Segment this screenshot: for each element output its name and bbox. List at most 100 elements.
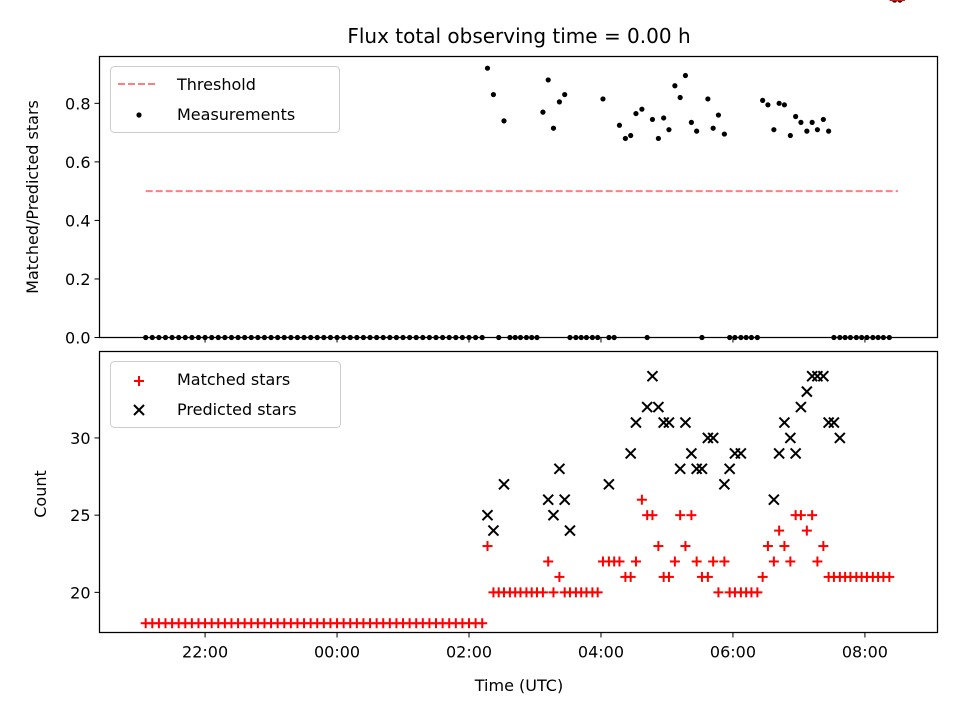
bottom-legend-box	[110, 361, 341, 428]
matched-star-point	[768, 556, 779, 567]
measurement-point	[622, 135, 628, 142]
predicted-star-point	[679, 416, 692, 429]
measurement-point	[814, 127, 821, 133]
measurement-point	[639, 106, 645, 112]
bottom-x-tick-label: 02:00	[446, 643, 492, 662]
measurement-point	[655, 135, 661, 142]
matched-star-point	[686, 510, 697, 521]
matched-star-point	[482, 541, 493, 552]
matched-star-point	[543, 556, 554, 567]
bottom-x-tick-label: 04:00	[578, 643, 624, 662]
predicted-star-point	[674, 463, 686, 475]
matched-star-point	[779, 541, 790, 552]
measurement-point	[715, 112, 722, 118]
matched-star-point	[653, 541, 664, 552]
predicted-star-point	[707, 432, 719, 444]
matched-star-point	[630, 556, 641, 567]
legend-measurements-label: Measurements	[177, 105, 295, 124]
predicted-star-point	[723, 463, 736, 475]
matched-star-point	[785, 556, 796, 567]
top-y-tick-label: 0.6	[65, 153, 90, 172]
measurement-point	[793, 113, 799, 120]
predicted-star-point	[481, 509, 494, 521]
measurement-point	[628, 132, 634, 139]
matched-star-point	[680, 541, 691, 552]
predicted-star-point	[784, 432, 797, 444]
predicted-star-point	[630, 416, 642, 429]
matched-star-point	[647, 510, 658, 521]
matched-star-point	[774, 525, 785, 536]
predicted-star-point	[801, 385, 813, 398]
legend-predicted-label: Predicted stars	[177, 400, 297, 419]
measurement-point	[501, 118, 507, 124]
measurement-point	[721, 131, 727, 137]
predicted-star-point	[542, 494, 554, 506]
measurement-point	[694, 128, 700, 134]
matched-star-point	[636, 494, 647, 505]
predicted-star-point	[685, 447, 698, 460]
predicted-star-point	[718, 478, 731, 490]
predicted-star-point	[834, 432, 846, 444]
legend-threshold-label: Threshold	[176, 75, 256, 94]
matched-star-point	[554, 571, 565, 582]
matched-star-point	[757, 571, 768, 582]
top-y-tick-label: 0.0	[65, 329, 90, 348]
bottom-legend: Matched stars Predicted stars	[110, 361, 341, 428]
top-y-tick-label: 0.4	[65, 211, 90, 230]
predicted-star-point	[778, 416, 791, 429]
predicted-star-point	[663, 416, 675, 429]
predicted-star-point	[646, 370, 659, 382]
measurement-point	[556, 99, 563, 105]
matched-star-point	[812, 556, 823, 567]
top-legend-box	[110, 66, 340, 133]
legend-matched-swatch	[134, 376, 144, 386]
predicted-star-point	[564, 524, 576, 537]
bottom-y-axis-label: Count	[31, 470, 50, 518]
top-y-axis-label: Matched/Predicted stars	[23, 100, 42, 294]
measurement-point	[760, 97, 766, 104]
predicted-star-point	[768, 494, 780, 506]
matched-star-point	[795, 510, 806, 521]
matched-star-point	[614, 556, 625, 567]
predicted-star-point	[795, 401, 807, 413]
measurement-point	[490, 91, 497, 98]
predicted-star-point	[735, 447, 747, 460]
bottom-x-axis: 22:00 00:00 02:00 04:00 06:00 08:00	[182, 632, 888, 662]
top-legend: Threshold Measurements	[110, 66, 340, 133]
top-y-tick-label: 0.8	[65, 94, 90, 113]
measurement-point	[809, 119, 815, 125]
measurement-point	[787, 132, 793, 139]
bottom-y-tick-label: 30	[70, 429, 90, 448]
predicted-star-point	[624, 447, 637, 460]
measurement-point	[550, 125, 557, 131]
predicted-star-point	[498, 478, 510, 490]
matched-star-point	[663, 571, 674, 582]
measurement-point	[781, 102, 788, 108]
predicted-star-point	[603, 478, 615, 490]
matched-star-point	[702, 571, 713, 582]
predicted-star-point	[641, 401, 653, 413]
measurement-point	[672, 83, 678, 89]
matched-star-point	[625, 571, 636, 582]
matched-star-point	[762, 541, 773, 552]
measurement-point	[682, 72, 689, 79]
matched-star-point	[537, 587, 548, 598]
measurement-point	[616, 122, 623, 128]
matched-star-point	[592, 587, 603, 598]
measurement-point	[804, 128, 810, 134]
bottom-plot-area	[140, 0, 905, 629]
matched-star-point	[477, 618, 488, 629]
measurement-point	[765, 102, 771, 108]
legend-measurements-swatch	[136, 112, 142, 118]
matched-star-point	[669, 556, 680, 567]
measurement-point	[562, 91, 568, 98]
matched-star-point	[548, 587, 559, 598]
measurement-point	[666, 127, 672, 133]
matched-star-point	[675, 510, 686, 521]
predicted-star-point	[547, 509, 560, 521]
measurement-point	[771, 127, 777, 133]
measurement-point	[545, 77, 551, 83]
top-x-axis	[204, 337, 866, 343]
predicted-star-point	[487, 524, 500, 537]
